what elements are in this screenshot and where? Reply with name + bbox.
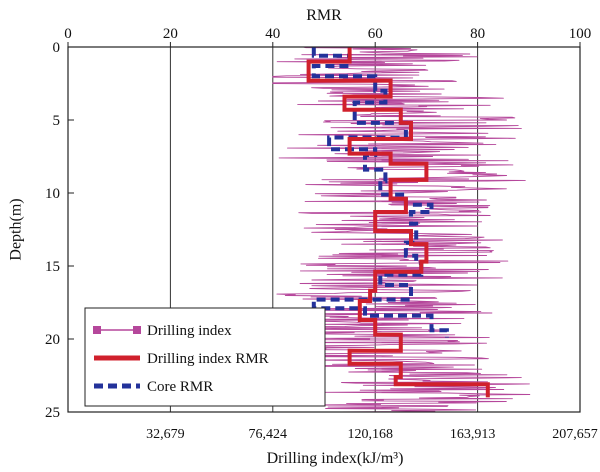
plot-frame	[67, 46, 581, 413]
legend-label: Core RMR	[147, 379, 213, 395]
top-tick-label: 80	[470, 26, 485, 42]
top-tick-label: 60	[368, 26, 383, 42]
legend-marker	[133, 326, 141, 334]
bottom-axis-ticks: 32,679 76,424 120,168 163,913 207,657	[146, 427, 598, 442]
top-axis-title: RMR	[306, 7, 342, 24]
series-layer	[272, 46, 531, 413]
left-tick-label: 20	[45, 332, 60, 348]
left-axis-title: Depth(m)	[8, 198, 25, 260]
left-tick-label: 25	[45, 405, 60, 421]
legend: Drilling index Drilling index RMR Core RMR	[84, 307, 326, 407]
top-tick-label: 20	[163, 26, 178, 42]
bottom-tick-label: 163,913	[450, 427, 496, 442]
bottom-axis-title: Drilling index(kJ/m³)	[267, 450, 404, 467]
bottom-tick-label: 76,424	[249, 427, 288, 442]
left-tick-label: 5	[53, 113, 61, 129]
top-axis-ticks: 0 20 40 60 80 100	[64, 26, 591, 47]
legend-marker	[93, 326, 101, 334]
top-tick-label: 0	[64, 26, 72, 42]
bottom-tick-label: 32,679	[146, 427, 185, 442]
top-tick-label: 40	[265, 26, 280, 42]
left-tick-label: 10	[45, 186, 60, 202]
left-axis-ticks: 0 5 10 15 20 25	[45, 40, 74, 421]
series-drilling-index-rmr	[306, 47, 490, 398]
top-tick-label: 100	[569, 26, 592, 42]
bottom-tick-label: 207,657	[552, 427, 598, 442]
bottom-tick-label: 120,168	[347, 427, 393, 442]
left-tick-label: 0	[53, 40, 61, 56]
legend-label: Drilling index RMR	[147, 351, 269, 367]
legend-label: Drilling index	[147, 323, 232, 339]
left-tick-label: 15	[45, 259, 60, 275]
